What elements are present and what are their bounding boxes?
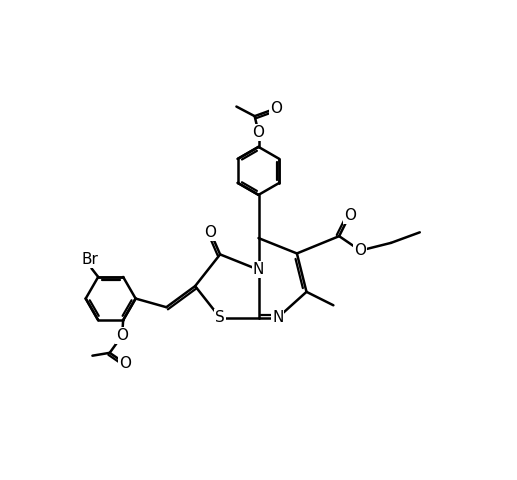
- Text: O: O: [119, 356, 131, 371]
- Text: O: O: [270, 101, 282, 116]
- Text: O: O: [252, 125, 265, 140]
- Text: O: O: [205, 225, 217, 240]
- Text: O: O: [354, 243, 366, 258]
- Text: O: O: [116, 328, 128, 343]
- Text: S: S: [215, 310, 225, 325]
- Text: Br: Br: [81, 252, 98, 267]
- Text: O: O: [344, 207, 356, 223]
- Text: N: N: [253, 262, 264, 277]
- Text: N: N: [272, 310, 283, 325]
